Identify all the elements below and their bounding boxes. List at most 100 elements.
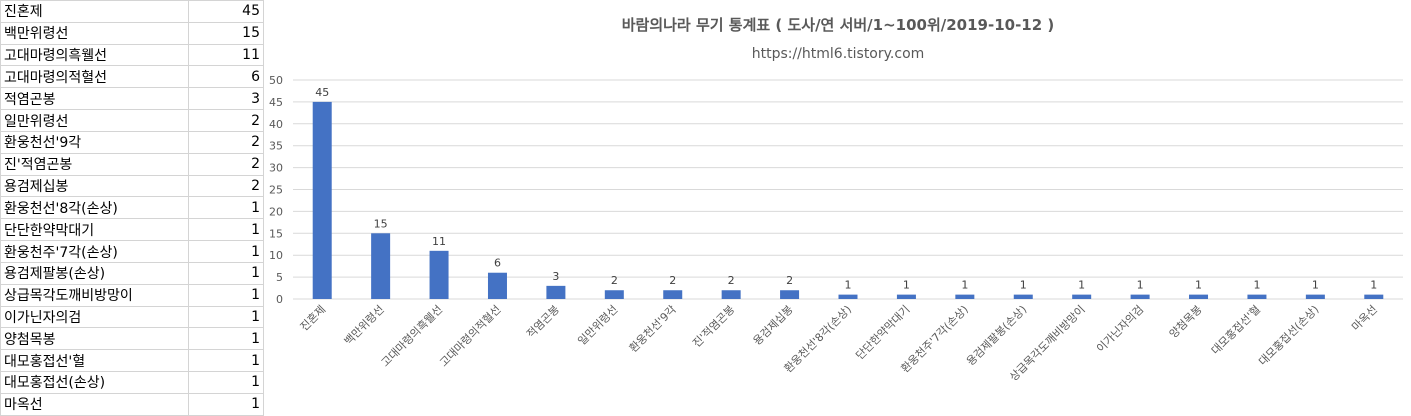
data-label: 1 (961, 279, 968, 292)
weapon-count-cell[interactable]: 1 (188, 261, 264, 285)
bar (721, 290, 741, 299)
weapon-name-cell[interactable]: 용검제십봉 (0, 174, 189, 198)
bar (663, 290, 683, 299)
data-label: 6 (494, 257, 501, 270)
table-row: 고대마령의적혈선 6 (0, 65, 264, 89)
weapon-name-cell[interactable]: 단단한약막대기 (0, 218, 189, 242)
table-row: 마옥선 1 (0, 392, 264, 416)
table-row: 백만위령선 15 (0, 21, 264, 45)
weapon-name-cell[interactable]: 용검제팔봉(손상) (0, 261, 189, 285)
data-label: 2 (611, 274, 618, 287)
y-tick-label: 35 (269, 140, 283, 153)
weapon-count-cell[interactable]: 2 (188, 174, 264, 198)
table-row: 환웅천주'7각(손상) 1 (0, 240, 264, 263)
weapon-count-cell[interactable]: 15 (188, 21, 264, 45)
weapon-count-cell[interactable]: 11 (188, 43, 264, 67)
x-tick-label: 백만위령선 (342, 303, 387, 348)
data-label: 1 (1253, 279, 1260, 292)
weapon-count-cell[interactable]: 1 (188, 349, 264, 373)
table-row: 환웅천선'9각 2 (0, 130, 264, 154)
data-label: 2 (669, 274, 676, 287)
x-tick-label: 이가닌자의검 (1094, 303, 1146, 355)
x-tick-label: 단단한약막대기 (853, 302, 913, 362)
bar (955, 294, 975, 299)
weapon-name-cell[interactable]: 환웅천선'8각(손상) (0, 196, 189, 220)
y-tick-label: 40 (269, 118, 283, 131)
y-tick-label: 50 (269, 74, 283, 87)
weapon-name-cell[interactable]: 일만위령선 (0, 109, 189, 132)
weapon-name-cell[interactable]: 양첨목봉 (0, 327, 189, 351)
weapon-count-cell[interactable]: 1 (188, 196, 264, 220)
y-tick-label: 30 (269, 162, 283, 175)
data-label: 1 (1370, 279, 1377, 292)
table-row: 진'적염곤봉 2 (0, 152, 264, 176)
y-tick-label: 25 (269, 184, 283, 197)
table-row: 적염곤봉 3 (0, 87, 264, 111)
bar (896, 294, 916, 299)
data-label: 1 (1312, 279, 1319, 292)
bar (487, 272, 507, 299)
x-tick-label: 고대마령의적혈선 (436, 302, 503, 369)
weapon-count-cell[interactable]: 2 (188, 152, 264, 176)
weapon-count-cell[interactable]: 6 (188, 65, 264, 89)
bar (780, 290, 800, 299)
bar (604, 290, 624, 299)
weapon-name-cell[interactable]: 환웅천주'7각(손상) (0, 240, 189, 263)
weapon-count-cell[interactable]: 2 (188, 130, 264, 154)
table-row: 진혼제 45 (0, 0, 264, 23)
x-tick-label: 일만위령선 (575, 302, 621, 348)
data-label: 1 (1195, 279, 1202, 292)
bar (1189, 294, 1209, 299)
x-tick-label: 용검제팔봉(손상) (964, 303, 1029, 368)
weapon-name-cell[interactable]: 진혼제 (0, 0, 189, 23)
y-tick-label: 45 (269, 96, 283, 109)
weapon-name-cell[interactable]: 고대마령의흑웰선 (0, 43, 189, 67)
x-tick-label: 마옥선 (1349, 303, 1380, 334)
bar (1364, 294, 1384, 299)
data-label: 2 (728, 274, 735, 287)
weapon-count-cell[interactable]: 1 (188, 218, 264, 242)
bars (312, 101, 1384, 300)
table-row: 환웅천선'8각(손상) 1 (0, 196, 264, 220)
weapon-count-cell[interactable]: 1 (188, 283, 264, 307)
data-label: 11 (432, 235, 446, 248)
y-tick-label: 10 (269, 249, 283, 262)
weapon-count-cell[interactable]: 2 (188, 109, 264, 132)
weapon-name-cell[interactable]: 진'적염곤봉 (0, 152, 189, 176)
weapon-count-cell[interactable]: 45 (188, 0, 264, 23)
weapon-name-cell[interactable]: 마옥선 (0, 392, 189, 416)
weapon-count-cell[interactable]: 1 (188, 392, 264, 416)
weapon-name-cell[interactable]: 대모홍접선'혈 (0, 349, 189, 373)
spreadsheet-table: 진혼제 45 백만위령선 15 고대마령의흑웰선 11 고대마령의적혈선 6 적염곤봉 3 일만위령… (0, 0, 264, 416)
x-tick-label: 양첨목봉 (1167, 303, 1205, 341)
weapon-count-cell[interactable]: 1 (188, 240, 264, 263)
bar (312, 101, 332, 300)
bar (1013, 294, 1033, 299)
weapon-count-cell[interactable]: 1 (188, 327, 264, 351)
weapon-name-cell[interactable]: 백만위령선 (0, 21, 189, 45)
data-label: 3 (552, 270, 559, 283)
weapon-name-cell[interactable]: 환웅천선'9각 (0, 130, 189, 154)
table-row: 고대마령의흑웰선 11 (0, 43, 264, 67)
weapon-name-cell[interactable]: 대모홍접선(손상) (0, 371, 189, 394)
x-tick-label: 적염곤봉 (524, 303, 562, 341)
weapon-count-cell[interactable]: 1 (188, 305, 264, 329)
weapon-name-cell[interactable]: 이가닌자의검 (0, 305, 189, 329)
weapon-count-cell[interactable]: 3 (188, 87, 264, 111)
weapon-name-cell[interactable]: 상급목각도깨비방망이 (0, 283, 189, 307)
y-tick-label: 15 (269, 227, 283, 240)
bar (1130, 294, 1150, 299)
data-label: 1 (1137, 279, 1144, 292)
bar (429, 250, 449, 299)
x-tick-label: 대모홍접선'혈 (1208, 302, 1263, 357)
y-tick-label: 5 (276, 271, 283, 284)
table-row: 대모홍접선(손상) 1 (0, 371, 264, 394)
bar (546, 285, 566, 299)
table-row: 일만위령선 2 (0, 109, 264, 132)
weapon-name-cell[interactable]: 고대마령의적혈선 (0, 65, 189, 89)
weapon-name-cell[interactable]: 적염곤봉 (0, 87, 189, 111)
table-row: 용검제팔봉(손상) 1 (0, 261, 264, 285)
weapon-count-cell[interactable]: 1 (188, 371, 264, 394)
